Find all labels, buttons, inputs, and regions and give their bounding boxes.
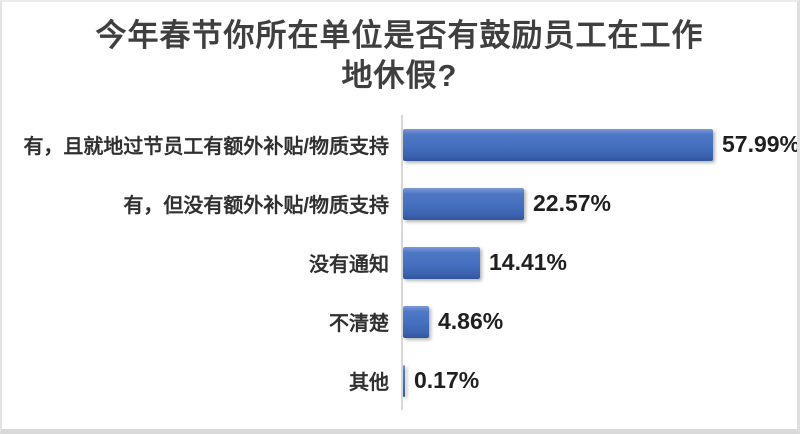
bar <box>403 364 405 397</box>
value-label: 4.86% <box>438 308 504 335</box>
value-label: 14.41% <box>489 249 568 276</box>
plot-area-row: 22.57% <box>401 174 797 234</box>
bar <box>403 187 524 220</box>
value-label: 0.17% <box>414 367 480 394</box>
chart-title: 今年春节你所在单位是否有鼓励员工在工作 地休假? <box>2 16 797 95</box>
category-label: 有，但没有额外补贴/物质支持 <box>123 195 389 218</box>
chart-row: 其他 0.17% <box>2 351 797 411</box>
plot-area-row: 14.41% <box>401 233 797 293</box>
bar <box>403 305 429 338</box>
plot-area-row: 4.86% <box>401 292 797 352</box>
chart-row: 有，但没有额外补贴/物质支持 22.57% <box>2 174 797 234</box>
bar-chart: 有，且就地过节员工有额外补贴/物质支持 57.99% 有，但没有额外补贴/物质支持 2… <box>2 115 800 411</box>
category-label: 没有通知 <box>309 254 389 277</box>
bar <box>403 128 713 161</box>
value-label: 57.99% <box>722 131 800 158</box>
value-label: 22.57% <box>533 190 612 217</box>
category-label: 有，且就地过节员工有额外补贴/物质支持 <box>23 136 389 159</box>
category-label: 其他 <box>349 372 389 395</box>
bar <box>403 246 480 279</box>
chart-row: 有，且就地过节员工有额外补贴/物质支持 57.99% <box>2 115 800 175</box>
chart-row: 没有通知 14.41% <box>2 233 797 293</box>
plot-area-row: 0.17% <box>401 351 797 411</box>
category-label: 不清楚 <box>329 313 389 336</box>
plot-area-row: 57.99% <box>401 115 800 175</box>
chart-title-line1: 今年春节你所在单位是否有鼓励员工在工作 <box>95 18 704 53</box>
chart-title-line2: 地休假? <box>341 57 458 93</box>
chart-row: 不清楚 4.86% <box>2 292 797 352</box>
